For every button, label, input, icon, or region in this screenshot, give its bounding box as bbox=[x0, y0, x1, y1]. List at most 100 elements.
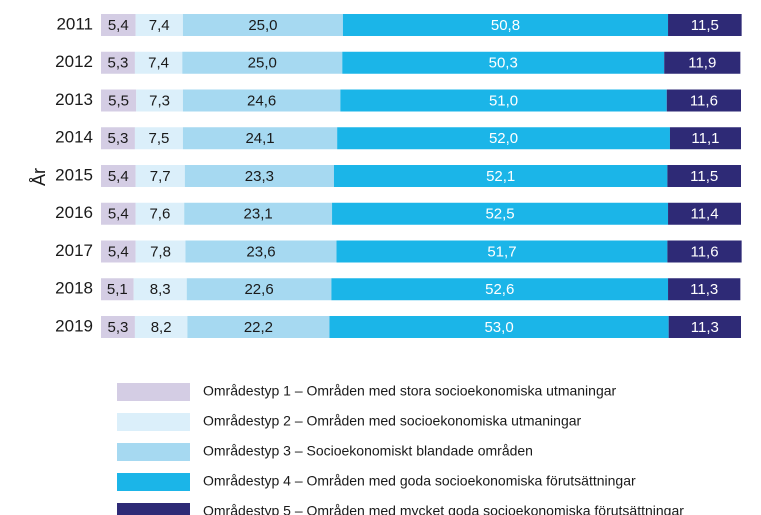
bar-segment bbox=[135, 240, 186, 263]
y-tick-label: 2012 bbox=[55, 52, 93, 71]
bar-segment bbox=[668, 14, 742, 36]
value-label: 22,2 bbox=[244, 319, 273, 336]
value-label: 7,4 bbox=[149, 17, 170, 34]
value-label: 7,7 bbox=[150, 168, 171, 185]
bar-segment bbox=[101, 51, 135, 74]
value-label: 23,6 bbox=[246, 243, 275, 260]
y-tick-label: 2017 bbox=[55, 241, 93, 260]
value-label: 11,4 bbox=[690, 206, 718, 223]
value-label: 5,3 bbox=[108, 130, 129, 147]
value-label: 8,3 bbox=[150, 281, 171, 298]
value-label: 52,0 bbox=[489, 130, 518, 147]
legend-swatch bbox=[117, 413, 190, 431]
legend-label: Områdestyp 3 – Socioekonomiskt blandade … bbox=[203, 443, 533, 459]
value-label: 50,8 bbox=[491, 17, 520, 34]
bar-segment bbox=[135, 14, 183, 36]
bar-segment bbox=[668, 202, 741, 225]
value-label: 11,6 bbox=[690, 243, 718, 260]
bar-segment bbox=[667, 165, 741, 187]
bar-segment bbox=[668, 278, 741, 301]
value-label: 24,6 bbox=[247, 92, 276, 109]
value-label: 11,6 bbox=[690, 92, 718, 109]
bar-segment bbox=[187, 316, 330, 338]
bar-segment bbox=[340, 89, 667, 112]
bar-segment bbox=[186, 278, 332, 301]
value-label: 52,6 bbox=[485, 281, 514, 298]
bar-segment bbox=[182, 51, 343, 74]
y-tick-label: 2014 bbox=[55, 128, 93, 147]
bar-segment bbox=[342, 14, 669, 36]
bar-segment bbox=[332, 202, 669, 225]
bar-segment bbox=[184, 202, 333, 225]
legend-label: Områdestyp 5 – Områden med mycket goda s… bbox=[203, 503, 684, 515]
bar-segment bbox=[667, 240, 742, 263]
legend-swatch bbox=[117, 473, 190, 491]
bar-segment bbox=[182, 89, 341, 112]
value-label: 22,6 bbox=[244, 281, 273, 298]
y-axis-label: År bbox=[29, 168, 49, 186]
y-tick-label: 2016 bbox=[55, 203, 93, 222]
value-label: 5,4 bbox=[108, 17, 129, 34]
y-tick-label: 2019 bbox=[55, 316, 93, 335]
bar-segment bbox=[669, 127, 741, 150]
bar-segment bbox=[336, 240, 668, 263]
value-label: 5,5 bbox=[108, 92, 129, 109]
bar-segment bbox=[664, 51, 741, 74]
value-label: 7,8 bbox=[150, 243, 171, 260]
bar-segment bbox=[101, 316, 135, 338]
y-tick-label: 2018 bbox=[55, 279, 93, 298]
value-label: 8,2 bbox=[151, 319, 172, 336]
legend-swatch bbox=[117, 443, 190, 461]
value-label: 11,1 bbox=[691, 130, 719, 147]
legend-label: Områdestyp 2 – Områden med socioekonomis… bbox=[203, 413, 582, 429]
value-label: 11,5 bbox=[690, 168, 718, 185]
bar-segment bbox=[101, 240, 136, 263]
bar-segment bbox=[329, 316, 669, 338]
value-label: 23,3 bbox=[245, 168, 274, 185]
legend-label: Områdestyp 1 – Områden med stora socioek… bbox=[203, 383, 617, 399]
value-label: 25,0 bbox=[248, 55, 277, 72]
value-label: 11,3 bbox=[691, 319, 719, 336]
bar-segment bbox=[337, 127, 670, 150]
value-label: 11,9 bbox=[688, 55, 716, 72]
value-label: 11,5 bbox=[691, 17, 719, 34]
value-label: 7,4 bbox=[148, 55, 169, 72]
bar-segment bbox=[184, 165, 334, 187]
bar-segment bbox=[101, 202, 136, 225]
value-label: 5,1 bbox=[107, 281, 128, 298]
y-tick-label: 2011 bbox=[56, 14, 93, 33]
value-label: 5,4 bbox=[108, 243, 129, 260]
bar-segment bbox=[134, 127, 183, 150]
value-label: 7,3 bbox=[149, 92, 170, 109]
value-label: 25,0 bbox=[248, 17, 277, 34]
bar-segment bbox=[668, 316, 741, 338]
value-label: 7,5 bbox=[148, 130, 169, 147]
value-label: 5,3 bbox=[108, 319, 129, 336]
bar-segment bbox=[101, 127, 135, 150]
value-label: 50,3 bbox=[489, 55, 518, 72]
bar-segment bbox=[135, 165, 185, 187]
bar-segment bbox=[134, 51, 183, 74]
bar-segment bbox=[101, 89, 137, 112]
value-label: 51,7 bbox=[487, 243, 516, 260]
legend-label: Områdestyp 4 – Områden med goda socioeko… bbox=[203, 473, 636, 489]
y-tick-label: 2013 bbox=[55, 90, 93, 109]
value-label: 5,4 bbox=[108, 168, 129, 185]
bar-segment bbox=[342, 51, 665, 74]
bar-segment bbox=[101, 165, 136, 187]
bar-segment bbox=[331, 278, 669, 301]
value-label: 5,3 bbox=[108, 55, 129, 72]
value-label: 7,6 bbox=[149, 206, 170, 223]
value-label: 52,1 bbox=[486, 168, 515, 185]
bar-segment bbox=[135, 202, 185, 225]
legend-swatch bbox=[117, 383, 190, 401]
value-label: 11,3 bbox=[690, 281, 718, 298]
value-label: 52,5 bbox=[485, 206, 514, 223]
bar-segment bbox=[182, 127, 338, 150]
bar-segment bbox=[666, 89, 741, 112]
value-label: 23,1 bbox=[244, 206, 273, 223]
value-label: 5,4 bbox=[108, 206, 129, 223]
value-label: 53,0 bbox=[484, 319, 513, 336]
bar-segment bbox=[182, 14, 343, 36]
